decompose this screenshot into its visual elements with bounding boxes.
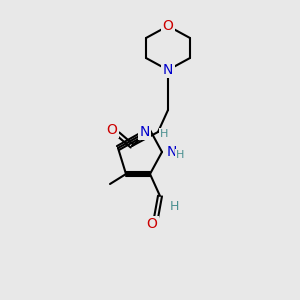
Text: N: N [163, 63, 173, 77]
Text: H: H [160, 129, 168, 139]
Text: N: N [167, 145, 177, 159]
Text: H: H [170, 200, 179, 212]
Text: H: H [176, 150, 184, 160]
Text: O: O [106, 123, 117, 137]
Text: N: N [140, 125, 150, 139]
Text: O: O [163, 19, 173, 33]
Text: O: O [147, 217, 158, 231]
